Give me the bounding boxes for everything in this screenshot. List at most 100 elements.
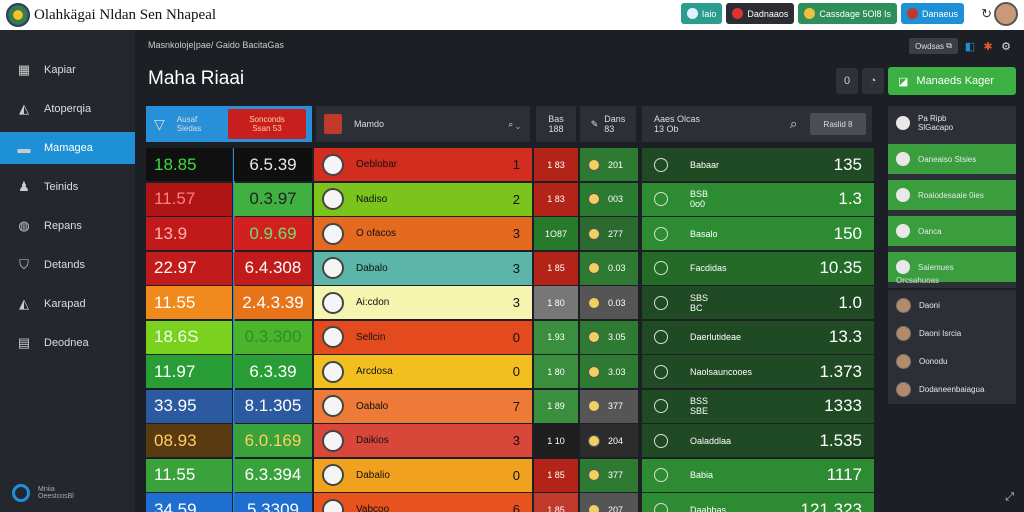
sidebar-item-4[interactable]: ◍ Repans [0,210,135,242]
status-icon [654,261,668,275]
col-c-big: 1.3 [838,189,862,208]
right-panel-item[interactable]: Oanca [888,216,1016,246]
sidebar-item-icon: ♟ [18,179,30,194]
search-icon[interactable]: ⌕ [790,116,798,131]
sidebar-item-6[interactable]: ◭ Karapad [0,288,135,320]
table-row[interactable]: 11.97 6.3.39 Arcdosa 0 1 80 3.03 Naolsauncooes… [146,355,874,388]
players-panel: Orcsahuoas Daoni Daoni Isrcia Oonodu Dodane… [888,276,1016,404]
col-c-big: 1.373 [819,361,862,381]
right-panel-item[interactable]: Oaneaiso Stsies [888,144,1016,174]
table-row[interactable]: 22.97 6.4.308 Dabalo 3 1 85 0.03 Facdidas 10.35 [146,251,874,285]
table-row[interactable]: 18.85 6.5.39 Oeblobar 1 1 83 201 Babaar 135 [146,148,874,181]
team-cell: Dabalio 0 [314,458,532,492]
sidebar-item-icon: ▤ [17,335,31,350]
right-panel-item[interactable]: Roaiodesaaie 0ies [888,180,1016,210]
sidebar-item-label: Karapad [44,298,86,310]
refresh-icon[interactable]: ↻ [981,6,992,21]
table-row[interactable]: 33.95 8.1.305 Oabalo 7 1 89 377 BSS SBE 1333 [146,389,874,423]
player-item[interactable]: Oonodu [888,348,1016,374]
col-c-big: 121.323 [800,499,862,512]
col-b-cell: 277 [580,217,638,250]
search-box[interactable]: Raslid 8 [810,113,866,135]
sidebar-item-label: Kapiar [44,64,76,76]
sidebar-item-0[interactable]: ▦ Kapiar [0,54,135,86]
top-pill[interactable]: Iaio [680,3,723,24]
top-pill[interactable]: Dadnaaos [726,3,795,24]
col-a-cell: 1.93 [534,320,578,354]
sort-icon[interactable]: ⌕ ⌄ [508,118,520,129]
team-name: Nadiso [356,193,388,205]
top-pill-label: Danaeus [921,8,958,19]
expand-icon[interactable]: ⤢ [1005,491,1014,503]
col-a-header[interactable]: Bas 188 [536,106,576,142]
player-item[interactable]: Daoni [888,292,1016,318]
control-a[interactable]: 0 [836,68,858,94]
check-icon: ◪ [898,75,909,88]
team-number: 3 [512,226,520,241]
sidebar-item-icon: ⛉ [19,257,29,272]
right-panel-label: Oaneaiso Stsies [918,154,977,164]
table-row[interactable]: 11.57 0.3.97 Nadiso 2 1 83 003 BSB 0o0 1.3 [146,182,874,216]
player-item[interactable]: Dodaneenbaiagua [888,376,1016,402]
header-button[interactable]: Owdsas ⧉ [909,38,958,54]
player-avatar [896,325,911,341]
team-badge-icon [322,326,344,348]
clock-icon[interactable]: ◔ [862,68,884,94]
right-panel-item[interactable]: Saiemues [888,252,1016,282]
header-button-label: Owdsas [915,41,945,51]
value-a-cell-text: 11.57 [154,189,196,208]
sidebar-item-label: Mamagea [44,142,93,154]
value-b-cell: 6.3.394 [234,458,312,492]
cogs-icon[interactable]: ✱ [983,40,993,53]
col-a-cell-text: 1 83 [547,194,565,204]
top-pill[interactable]: Cassdage 5Ol8 Is [798,3,897,24]
primary-action-button[interactable]: ◪ Manaeds Kager [888,67,1016,95]
sidebar-item-label: Deodnea [44,337,89,349]
team-header[interactable]: Mamdo ⌕ ⌄ [316,106,530,142]
col-c-text: BSS SBE [690,396,709,416]
table-row[interactable]: 11.55 6.3.394 Dabalio 0 1 85 377 Babia 1117 [146,458,874,492]
gear-icon[interactable]: ⚙ [1001,40,1011,53]
sidebar-item-3[interactable]: ♟ Teinids [0,171,135,203]
sidebar-item-7[interactable]: ▤ Deodnea [0,327,135,359]
col-a-cell-text: 1 80 [547,366,565,377]
table-row[interactable]: 34.59 5.3309 Vabcoo 6 1 85 207 Daabbas 121.323 [146,493,874,512]
value-b-cell: 2.4.3.39 [234,286,312,319]
table-row[interactable]: 08.93 6.0.169 Daikios 3 1 10 204 Oaladdlaa 1.53… [146,424,874,457]
tab-header-a[interactable]: ▽ Ausaf Siedas Sonconds Ssan 53 [146,106,312,142]
team-badge-icon [322,429,344,452]
sidebar-item-2[interactable]: ▬ Mamagea [0,132,135,164]
col-c-text: Basalo [690,228,718,239]
sidebar-item-icon: ▬ [17,140,31,156]
value-b-cell: 5.3309 [234,493,312,512]
value-b-cell-text: 6.5.39 [249,154,297,174]
col-b-header[interactable]: ✎ Dans 83 [580,106,636,142]
col-c-label: Aaes Olcas 13 Ob [654,114,701,134]
col-c-big: 13.3 [828,327,862,346]
table-row[interactable]: 11.55 2.4.3.39 Ai:cdon 3 1 80 0.03 SBS BC 1.0 [146,286,874,319]
col-a-label: Bas 188 [548,114,564,134]
col-c-header[interactable]: Aaes Olcas 13 Ob ⌕ Raslid 8 [642,106,872,142]
sidebar-item-5[interactable]: ⛉ Detands [0,249,135,281]
user-avatar[interactable] [994,2,1018,26]
coin-icon [588,400,600,412]
player-name: Oonodu [919,356,948,366]
status-icon [654,330,668,344]
status-icon [654,295,668,310]
right-panel-label: Oanca [918,226,942,236]
col-b-cell: 207 [580,493,638,512]
sidebar-item-1[interactable]: ◭ Atoperqia [0,93,135,125]
team-badge-icon [322,291,344,314]
top-pill[interactable]: Danaeus [900,3,964,24]
sidebar: Mniia OeestcosBl ▦ Kapiar ◭ Atoperqia ▬ Mamag… [0,30,135,512]
right-panel-item[interactable]: Pa Ripb SlGacapo [888,108,1016,138]
bell-icon[interactable]: ◧ [964,40,976,53]
tab-b[interactable]: Sonconds Ssan 53 [228,109,306,139]
value-a-cell-text: 22.97 [154,258,197,277]
team-name: Ai:cdon [356,297,390,308]
player-item[interactable]: Daoni Isrcia [888,320,1016,346]
col-b-cell: 201 [580,148,638,181]
table-row[interactable]: 13.9 0.9.69 O ofacos 3 1O87 277 Basalo 150 [146,217,874,250]
team-header-label: Mamdo [354,119,385,129]
table-row[interactable]: 18.6S 0.3.300 Sellcin 0 1.93 3.05 Daerlutideae… [146,320,874,354]
